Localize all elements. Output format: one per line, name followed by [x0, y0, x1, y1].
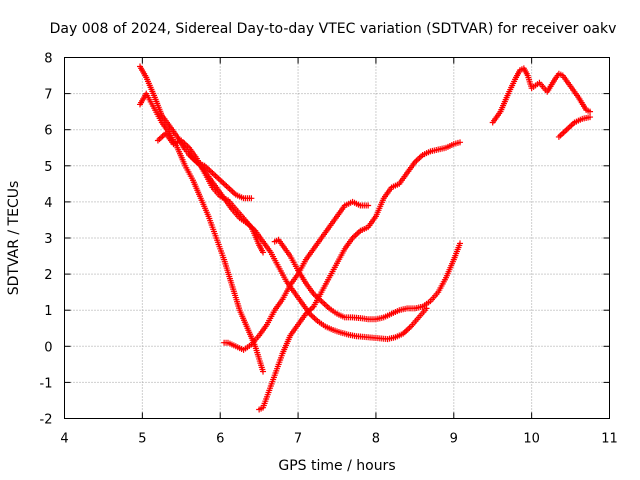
y-tick-label: -2 [40, 413, 53, 428]
x-tick-label: 10 [523, 432, 540, 447]
data-point [248, 195, 255, 202]
y-tick-label: 0 [44, 340, 52, 355]
y-tick-label: 2 [44, 268, 52, 283]
data-point [587, 108, 594, 115]
y-tick-label: 6 [44, 124, 52, 139]
x-axis-label: GPS time / hours [278, 458, 395, 474]
chart-title: Day 008 of 2024, Sidereal Day-to-day VTE… [50, 21, 617, 37]
data-point [260, 249, 267, 256]
y-axis-label: SDTVAR / TECUs [6, 181, 22, 296]
series-9 [555, 114, 594, 140]
x-tick-label: 11 [601, 432, 618, 447]
x-tick-label: 7 [294, 432, 302, 447]
series-5 [221, 198, 372, 353]
y-tick-label: 8 [44, 52, 52, 67]
y-tick-label: 1 [44, 304, 52, 319]
series-8 [489, 65, 594, 126]
tick-labels: 4 5 6 7 8 9 10 11 -2 -1 0 1 2 3 4 5 6 7 8 [40, 52, 618, 447]
x-tick-label: 9 [450, 432, 458, 447]
y-tick-label: 3 [44, 232, 52, 247]
data-point [365, 202, 372, 209]
y-tick-label: 7 [44, 88, 52, 103]
series-3 [154, 130, 267, 256]
plot-frame [64, 57, 610, 419]
data-point [457, 139, 464, 146]
data-point [457, 240, 464, 247]
x-tick-label: 5 [138, 432, 146, 447]
series-7 [271, 236, 464, 323]
y-tick-label: -1 [40, 376, 53, 391]
data-point [587, 114, 594, 121]
y-tick-label: 5 [44, 160, 52, 175]
y-tick-label: 4 [44, 196, 52, 211]
x-tick-label: 4 [60, 432, 68, 447]
data-point [260, 368, 267, 375]
series-6 [256, 139, 464, 413]
x-tick-label: 6 [216, 432, 224, 447]
gridlines [64, 57, 610, 419]
x-tick-label: 8 [372, 432, 380, 447]
series-4 [186, 151, 255, 202]
series-2 [137, 90, 267, 375]
data-series [137, 63, 594, 413]
